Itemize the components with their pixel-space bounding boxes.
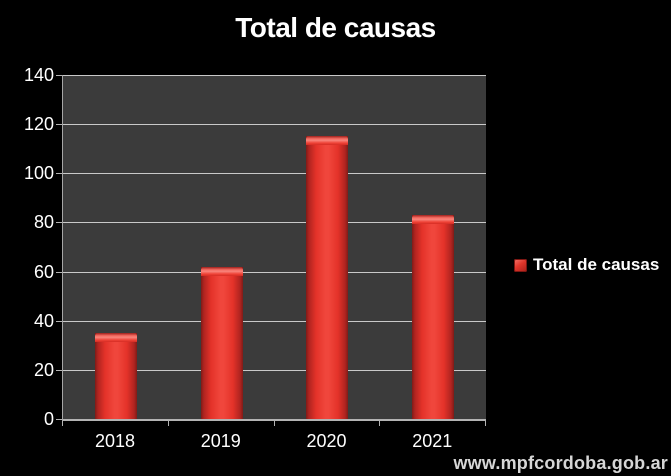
y-axis-tick <box>56 173 62 175</box>
gridline-100 <box>63 173 486 175</box>
y-axis-label-80: 80 <box>33 212 54 233</box>
gridline-20 <box>63 369 486 371</box>
x-axis-label-2021: 2021 <box>412 431 453 451</box>
y-axis-tick <box>56 271 62 273</box>
y-axis-label-140: 140 <box>23 65 54 85</box>
y-axis-label-120: 120 <box>23 114 54 135</box>
bar-2020 <box>306 136 349 419</box>
y-axis-label-20: 20 <box>33 359 54 380</box>
bar-cap <box>306 136 349 146</box>
y-axis-label-60: 60 <box>33 261 54 282</box>
x-axis-tick <box>167 421 169 426</box>
y-axis-tick <box>56 222 62 224</box>
x-axis-tick <box>485 421 486 426</box>
chart-title: Total de causas <box>235 12 436 43</box>
bar-2019 <box>200 266 243 419</box>
x-axis-tick <box>62 421 63 426</box>
y-axis-tick <box>56 369 62 371</box>
bar-2018 <box>94 333 137 419</box>
gridline-60 <box>63 271 486 273</box>
y-axis-tick <box>56 320 62 322</box>
y-axis-tick <box>56 419 62 420</box>
x-axis-label-2019: 2019 <box>200 431 241 451</box>
y-axis-label-0: 0 <box>43 409 54 429</box>
x-axis-tick <box>273 421 275 426</box>
gridline-120 <box>63 124 486 126</box>
x-axis-tick <box>379 421 381 426</box>
gridline-140 <box>63 75 486 76</box>
y-axis-label-100: 100 <box>23 163 54 184</box>
bar-cap <box>412 215 455 225</box>
legend: Total de causas <box>514 255 659 275</box>
x-axis-label-2018: 2018 <box>94 431 136 451</box>
bar-cap <box>94 333 137 342</box>
gridline-40 <box>63 320 486 322</box>
y-axis-tick <box>56 75 62 76</box>
y-axis-label-40: 40 <box>33 310 54 331</box>
legend-label: Total de causas <box>533 255 660 274</box>
bar-2021 <box>412 215 455 419</box>
watermark: www.mpfcordoba.gob.ar <box>453 453 668 473</box>
plot-area <box>62 75 486 421</box>
bar-cap <box>200 266 243 276</box>
legend-marker-icon <box>514 258 527 272</box>
y-axis-tick <box>56 124 62 126</box>
x-axis-label-2020: 2020 <box>306 431 347 451</box>
gridline-80 <box>63 222 486 224</box>
